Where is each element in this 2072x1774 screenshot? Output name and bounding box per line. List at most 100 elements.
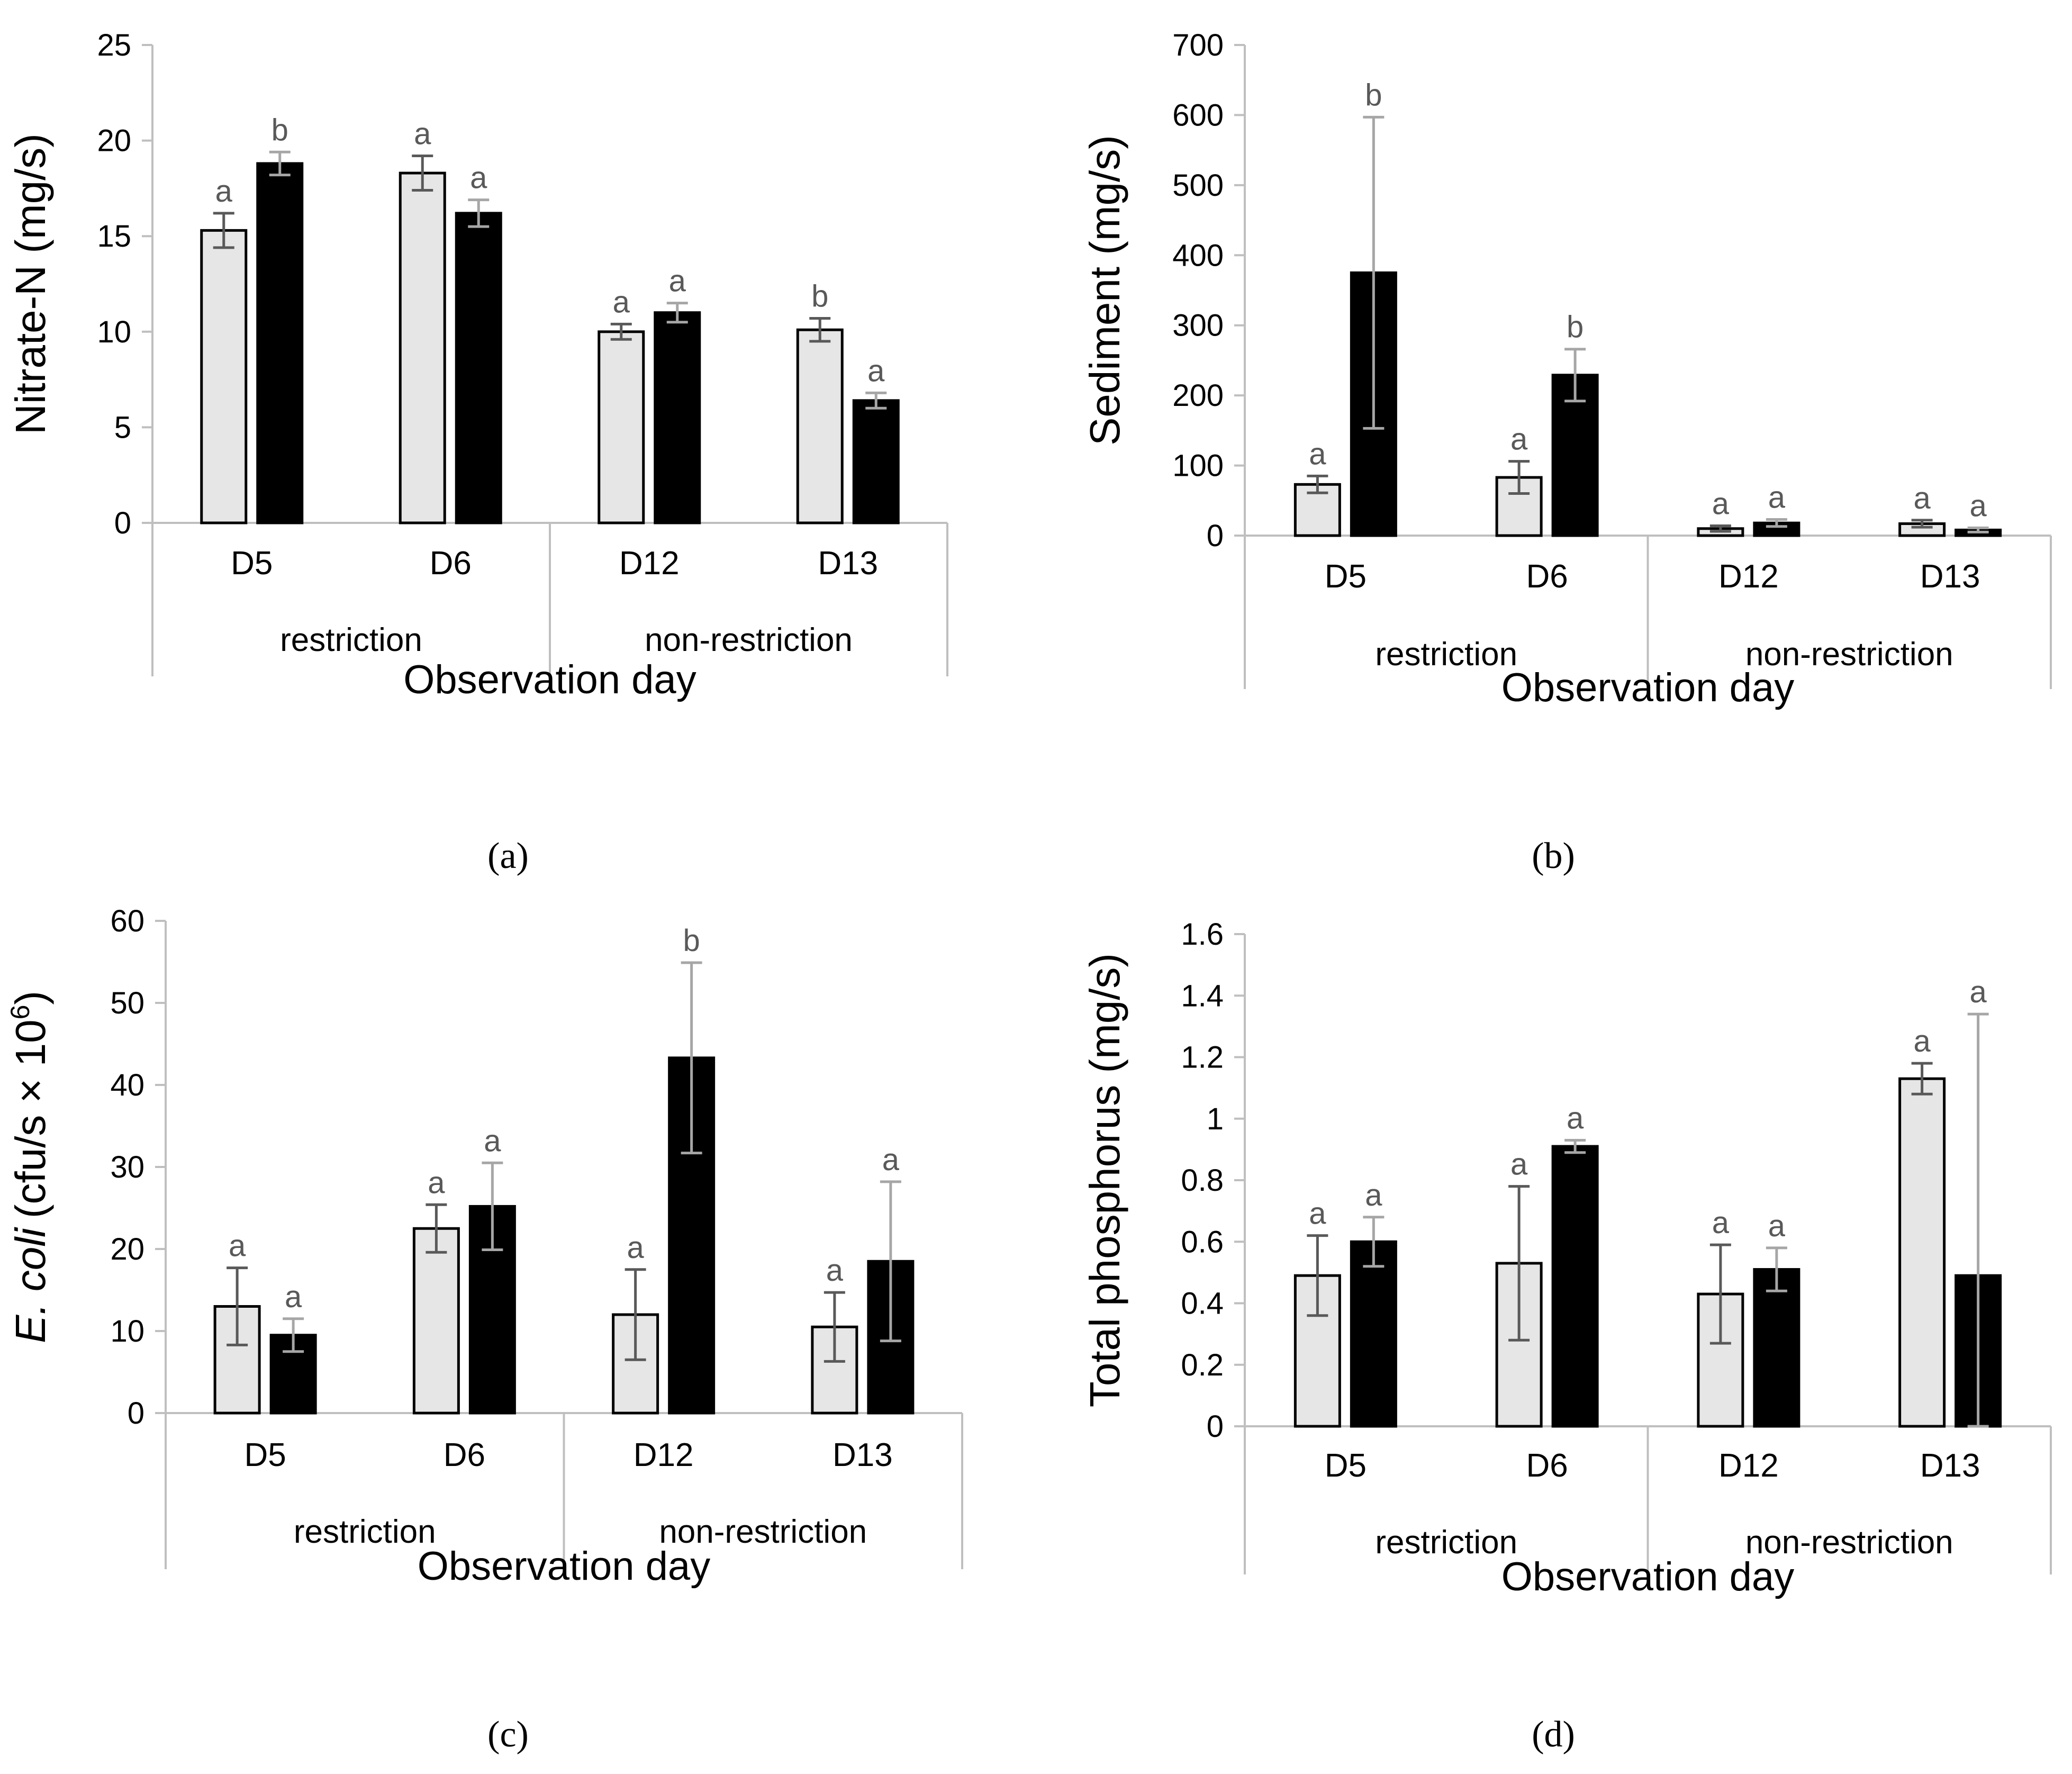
y-tick-label: 200 [1172, 378, 1224, 413]
significance-letter: a [484, 1124, 501, 1158]
category-label: D13 [1920, 1447, 1980, 1484]
category-label: D12 [634, 1437, 694, 1473]
y-tick-label: 0 [114, 506, 131, 540]
y-tick-label: 40 [110, 1068, 144, 1102]
x-axis-title: Observation day [403, 657, 696, 702]
significance-letter: a [882, 1143, 900, 1177]
y-tick-label: 500 [1172, 168, 1224, 203]
panel-caption: (d) [1532, 1714, 1575, 1755]
y-tick-label: 15 [97, 219, 131, 254]
panel-caption: (a) [487, 836, 529, 876]
category-label: D6 [430, 545, 472, 582]
category-label: D12 [1718, 558, 1779, 595]
bar-light-D5 [200, 229, 248, 524]
category-label: D13 [833, 1437, 893, 1473]
significance-letter: a [285, 1280, 302, 1314]
x-axis-title: Observation day [418, 1544, 710, 1589]
panel-caption: (b) [1532, 836, 1575, 876]
category-label: D6 [1526, 1447, 1568, 1484]
significance-letter: a [414, 116, 431, 151]
significance-letter: a [1712, 486, 1730, 521]
y-tick-label: 300 [1172, 309, 1224, 343]
category-label: D12 [619, 545, 680, 582]
y-tick-label: 1.6 [1181, 917, 1224, 952]
significance-letter: a [1365, 1178, 1382, 1212]
significance-letter: a [1969, 975, 1987, 1009]
y-tick-label: 0.6 [1181, 1225, 1224, 1259]
y-title-superscript: 6 [5, 1005, 35, 1020]
bar-light-D12 [598, 330, 645, 524]
y-tick-label: 0.8 [1181, 1163, 1224, 1198]
significance-letter: b [1365, 78, 1382, 112]
y-tick-label: 10 [110, 1314, 144, 1348]
group-label: non-restriction [1745, 636, 1953, 673]
y-tick-label: 0 [1207, 1409, 1224, 1444]
category-label: D6 [1526, 558, 1568, 595]
group-label: restriction [1375, 1524, 1517, 1561]
significance-letter: b [811, 279, 828, 314]
significance-letter: a [470, 161, 487, 195]
y-tick-label: 20 [110, 1232, 144, 1266]
y-tick-label: 700 [1172, 28, 1224, 62]
category-label: D5 [231, 545, 273, 582]
significance-letter: a [1768, 481, 1786, 515]
bar-dark-D12 [654, 311, 701, 524]
bar-dark-D6 [1551, 1145, 1599, 1428]
y-tick-label: 0 [1207, 519, 1224, 553]
bar-dark-D5 [256, 162, 304, 524]
y-tick-label: 30 [110, 1150, 144, 1184]
significance-letter: a [229, 1229, 246, 1263]
y-axis-title: Nitrate-N (mg/s) [7, 133, 54, 435]
category-label: D13 [818, 545, 878, 582]
y-tick-label: 400 [1172, 238, 1224, 273]
bar-light-D6 [412, 1227, 460, 1415]
y-tick-label: 0.2 [1181, 1348, 1224, 1382]
category-label: D5 [244, 1437, 286, 1473]
significance-letter: b [272, 113, 288, 147]
significance-letter: a [1309, 437, 1326, 471]
y-tick-label: 10 [97, 315, 131, 349]
category-label: D13 [1920, 558, 1980, 595]
significance-letter: a [1309, 1197, 1326, 1231]
y-title-rest: (cfu/s × 10 [7, 1019, 54, 1218]
significance-letter: a [613, 285, 630, 319]
chart-panel-c: 0 10 20 30 40 50 60 restriction non-restriction D… [5, 904, 963, 1755]
bar-dark-D13 [852, 399, 900, 524]
y-axis-title: Sediment (mg/s) [1081, 135, 1128, 446]
bar-dark-D6 [455, 212, 502, 524]
significance-letter: a [1510, 1147, 1528, 1182]
significance-letter: a [1510, 422, 1528, 457]
bar-dark-D12 [1753, 1268, 1800, 1428]
y-tick-label: 1 [1207, 1102, 1224, 1136]
y-tick-label: 50 [110, 986, 144, 1020]
significance-letter: a [1567, 1101, 1584, 1135]
category-label: D5 [1325, 1447, 1367, 1484]
chart-panel-a: 0 5 10 15 20 25 restriction non-restriction D5 D6… [7, 28, 948, 876]
significance-letter: b [1567, 310, 1584, 345]
group-label: non-restriction [645, 622, 853, 658]
group-label: non-restriction [659, 1514, 867, 1550]
y-tick-label: 1.2 [1181, 1040, 1224, 1075]
y-tick-label: 1.4 [1181, 979, 1224, 1013]
category-label: D12 [1718, 1447, 1779, 1484]
group-label: restriction [294, 1514, 436, 1550]
category-label: D6 [444, 1437, 485, 1473]
y-tick-label: 60 [110, 904, 144, 938]
significance-letter: a [1768, 1209, 1786, 1243]
significance-letter: a [627, 1230, 644, 1265]
y-tick-label: 25 [97, 28, 131, 62]
significance-letter: a [215, 174, 233, 209]
significance-letter: a [1969, 488, 1987, 523]
significance-letter: a [428, 1165, 445, 1200]
chart-panel-d: 0 0.2 0.4 0.6 0.8 1 1.2 1.4 1.6 restriction non-re… [1081, 917, 2052, 1755]
significance-letter: a [826, 1253, 844, 1288]
y-axis-title: Total phosphorus (mg/s) [1081, 953, 1128, 1407]
significance-letter: a [1913, 1024, 1931, 1058]
significance-letter: a [867, 354, 885, 388]
y-title-italic: E. coli [7, 1227, 54, 1343]
category-label: D5 [1325, 558, 1367, 595]
y-tick-label: 0.4 [1181, 1287, 1224, 1321]
y-title-close: ) [7, 991, 54, 1005]
y-tick-label: 5 [114, 410, 131, 445]
chart-panel-b: 0 100 200 300 400 500 600 700 restriction non-res… [1081, 28, 2052, 876]
